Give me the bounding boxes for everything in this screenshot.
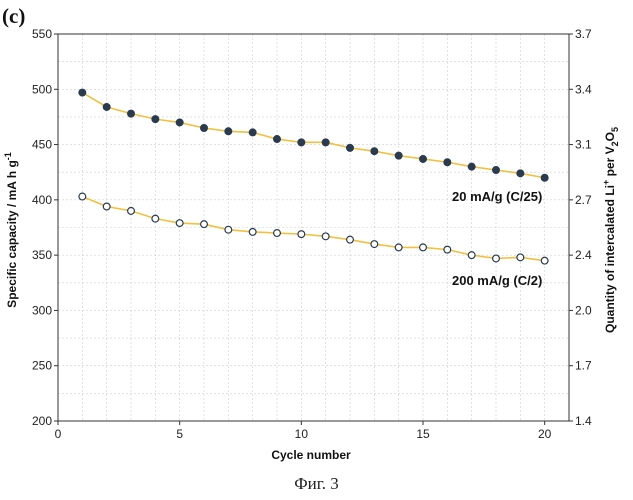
- y2-axis-title-sup: +: [601, 180, 611, 185]
- plot-frame: [57, 33, 570, 422]
- data-point: [126, 109, 135, 118]
- data-point: [151, 115, 160, 124]
- x-axis-title: Cycle number: [271, 448, 351, 462]
- series-label-20mAg: 20 mA/g (C/25): [452, 189, 542, 204]
- y-tick-label: 400: [32, 193, 52, 207]
- data-point: [467, 251, 476, 260]
- data-point: [394, 151, 403, 160]
- y2-tick-label: 2.4: [575, 248, 592, 262]
- data-point: [78, 88, 87, 97]
- y-tick-label: 500: [32, 82, 52, 96]
- data-point: [492, 166, 501, 175]
- y2-axis-title-prefix: Quantity of intercalated Li: [603, 185, 617, 333]
- series-label-200mAg: 200 mA/g (C/2): [452, 273, 542, 288]
- x-tick-label: 15: [416, 427, 430, 441]
- grid-lines: [58, 34, 569, 421]
- data-point: [346, 143, 355, 152]
- x-tick-label: 20: [538, 427, 552, 441]
- data-point: [297, 138, 306, 147]
- data-point: [126, 206, 135, 215]
- data-point: [346, 235, 355, 244]
- x-tick-label: 10: [295, 427, 309, 441]
- data-point: [248, 128, 257, 137]
- series-group: [78, 88, 549, 265]
- data-point: [151, 214, 160, 223]
- data-point: [200, 220, 209, 229]
- y-tick-label: 350: [32, 248, 52, 262]
- data-point: [200, 123, 209, 132]
- y2-tick-label: 3.7: [575, 27, 592, 41]
- y2-tick-label: 3.4: [575, 82, 592, 96]
- data-point: [540, 256, 549, 265]
- data-point: [516, 253, 525, 262]
- y2-axis-title-sub1: 2: [610, 141, 620, 146]
- y2-axis-title-sub2: 5: [610, 127, 620, 132]
- y2-tick-label: 2.0: [575, 303, 592, 317]
- data-point: [516, 169, 525, 178]
- data-point: [297, 230, 306, 239]
- y2-axis-title-mid: per V: [603, 146, 617, 179]
- y-axis-title-sup: -1: [3, 152, 13, 160]
- data-point: [419, 243, 428, 252]
- data-point: [175, 219, 184, 228]
- data-point: [321, 138, 330, 147]
- y2-axis-title-o: O: [603, 132, 617, 141]
- figure-caption: Фиг. 3: [294, 474, 339, 493]
- data-point: [102, 202, 111, 211]
- series-line-1: [82, 195, 545, 262]
- data-point: [175, 118, 184, 127]
- y2-tick-label: 2.7: [575, 193, 592, 207]
- y-tick-label: 200: [32, 414, 52, 428]
- x-tick-label: 0: [55, 427, 62, 441]
- y-axis-title: Specific capacity / mA h g-1: [3, 152, 19, 308]
- y2-axis-title: Quantity of intercalated Li+ per V2O5: [601, 127, 620, 333]
- data-point: [370, 147, 379, 156]
- y-tick-label: 300: [32, 303, 52, 317]
- y-tick-label: 250: [32, 359, 52, 373]
- data-point: [273, 229, 282, 238]
- y2-tick-label: 1.4: [575, 414, 592, 428]
- y-axis-title-text: Specific capacity / mA h g: [5, 160, 19, 308]
- data-point: [273, 135, 282, 144]
- data-point: [540, 173, 549, 182]
- data-point: [102, 102, 111, 111]
- line-chart: 0 5 10 15 20 200 250 300 350 400 450 500 550 1.4 1.7 2.…: [3, 27, 620, 462]
- data-point: [78, 192, 87, 201]
- series-line-0: [81, 91, 545, 179]
- data-point: [321, 232, 330, 241]
- y-tick-label: 550: [32, 27, 52, 41]
- data-point: [419, 154, 428, 163]
- data-point: [370, 240, 379, 249]
- y2-tick-label: 1.7: [575, 359, 592, 373]
- data-point: [248, 227, 257, 236]
- panel-label: (c): [2, 4, 26, 28]
- data-point: [443, 158, 452, 167]
- data-point: [394, 243, 403, 252]
- x-tick-label: 5: [176, 427, 183, 441]
- data-point: [443, 245, 452, 254]
- y-tick-label: 450: [32, 138, 52, 152]
- data-point: [467, 162, 476, 171]
- data-point: [492, 254, 501, 263]
- data-point: [224, 225, 233, 234]
- data-point: [224, 127, 233, 136]
- y2-tick-label: 3.1: [575, 138, 592, 152]
- axis-ticks: 0 5 10 15 20 200 250 300 350 400 450 500 550 1.4 1.7 2.…: [32, 27, 592, 441]
